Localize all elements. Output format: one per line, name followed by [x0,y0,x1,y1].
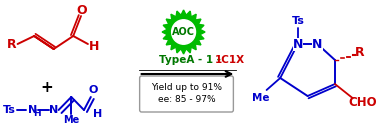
Text: AOC: AOC [172,27,195,37]
Text: CHO: CHO [348,95,376,109]
Text: +: + [40,79,53,95]
Text: Me: Me [252,93,270,103]
Text: Me: Me [63,115,79,125]
Polygon shape [162,10,205,54]
Text: R: R [355,46,364,58]
Text: 1C1X: 1C1X [215,55,245,65]
FancyBboxPatch shape [139,76,233,112]
Text: Ts: Ts [3,105,16,115]
Text: O: O [77,4,87,16]
Text: N: N [49,105,58,115]
Text: H: H [88,41,99,53]
Text: ee: 85 - 97%: ee: 85 - 97% [158,95,215,105]
Circle shape [172,20,195,44]
Text: N: N [312,37,322,51]
Text: H: H [93,109,102,119]
Text: N: N [293,37,303,51]
Text: TypeA - 1 -: TypeA - 1 - [159,55,225,65]
Text: Yield up to 91%: Yield up to 91% [151,82,222,91]
Text: N: N [28,105,37,115]
Text: H: H [33,109,41,117]
Text: O: O [88,85,98,95]
Text: Ts: Ts [291,16,304,26]
Text: R: R [7,37,17,51]
